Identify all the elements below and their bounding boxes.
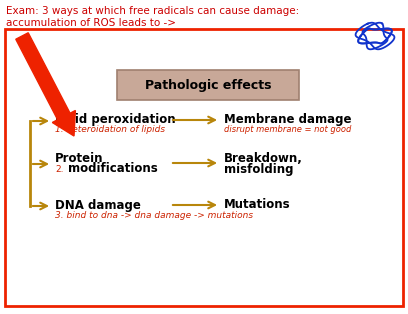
Text: 3. bind to dna -> dna damage -> mutations: 3. bind to dna -> dna damage -> mutation… <box>55 210 253 219</box>
Text: disrupt membrane = not good: disrupt membrane = not good <box>224 126 351 134</box>
Text: Lipid peroxidation: Lipid peroxidation <box>55 113 175 127</box>
Text: accumulation of ROS leads to ->: accumulation of ROS leads to -> <box>6 18 176 28</box>
FancyArrow shape <box>16 33 75 136</box>
Text: Protein: Protein <box>55 151 104 165</box>
Bar <box>5 29 403 306</box>
FancyBboxPatch shape <box>117 70 299 100</box>
Text: 1. deteroidation of lipids: 1. deteroidation of lipids <box>55 126 165 134</box>
Text: Membrane damage: Membrane damage <box>224 113 352 127</box>
Text: 2.: 2. <box>55 165 64 174</box>
Text: Breakdown,: Breakdown, <box>224 151 303 165</box>
Text: Mutations: Mutations <box>224 198 290 212</box>
Text: Pathologic effects: Pathologic effects <box>145 78 271 91</box>
Text: modifications: modifications <box>68 163 158 176</box>
Text: misfolding: misfolding <box>224 163 293 176</box>
Text: DNA damage: DNA damage <box>55 198 141 212</box>
Text: Exam: 3 ways at which free radicals can cause damage:: Exam: 3 ways at which free radicals can … <box>6 6 299 16</box>
